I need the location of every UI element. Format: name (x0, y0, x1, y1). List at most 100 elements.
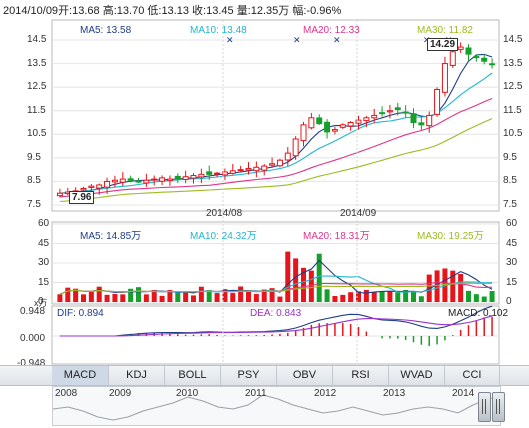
volume-bar (481, 296, 487, 302)
volume-bar (65, 287, 71, 302)
candle-body (174, 175, 181, 180)
candle-body (457, 46, 464, 50)
volume-bar (387, 291, 393, 302)
candle-body (331, 129, 338, 132)
open-label: 开: (58, 5, 73, 17)
tab-obv[interactable]: OBV (277, 366, 333, 385)
candle-body (316, 117, 323, 125)
year-2009: 2009 (109, 388, 132, 399)
volume-bar (104, 294, 110, 302)
tab-cci[interactable]: CCI (445, 366, 500, 385)
candle-body (379, 112, 386, 115)
volume-bar (167, 290, 173, 302)
vol-ma30-line (59, 282, 493, 295)
year-2014: 2014 (452, 388, 475, 399)
min-price-callout: 7.96 (69, 191, 95, 204)
candle-body (300, 124, 307, 142)
volume-bar (316, 253, 322, 302)
volume-bar (136, 287, 141, 302)
volume-bar (96, 286, 102, 302)
candle-body (56, 192, 63, 197)
tab-boll[interactable]: BOLL (165, 366, 221, 385)
volume-bar (466, 290, 471, 302)
volume-bar (222, 289, 228, 302)
volume-bar (175, 291, 181, 302)
indicator-tabbar: MACD KDJ BOLL PSY OBV RSI WVAD CCI (0, 365, 529, 386)
tab-wvad[interactable]: WVAD (389, 366, 445, 385)
volume-ma-lines (59, 259, 493, 295)
tab-kdj[interactable]: KDJ (109, 366, 165, 385)
volume-bar (57, 294, 63, 302)
volume-bar (73, 288, 79, 302)
tab-rsi[interactable]: RSI (333, 366, 389, 385)
candle-body (104, 180, 111, 188)
volume-bar (324, 289, 330, 302)
candle-body (135, 180, 142, 183)
candle-body (481, 57, 488, 62)
candle-body (276, 159, 283, 167)
tab-psy[interactable]: PSY (221, 366, 277, 385)
candle-body (284, 152, 291, 161)
high-label: 高: (102, 5, 117, 17)
ma10-label: MA10: 13.48 (190, 25, 247, 36)
volume-bar (363, 289, 369, 302)
dea-label: DEA: 0.843 (250, 308, 302, 319)
candle-body (245, 167, 252, 171)
volume-bar (418, 296, 424, 302)
candle-body (465, 47, 472, 55)
x-label-sep: 2014/09 (340, 208, 377, 219)
volume-bar (348, 292, 354, 302)
marker-x-1: ✕ (226, 35, 234, 45)
low-value: 13.13 (161, 5, 189, 17)
year-2010: 2010 (176, 388, 199, 399)
volume-bar (206, 290, 212, 302)
volume-bar (301, 267, 306, 302)
volume-bar (285, 251, 291, 302)
candle-body (473, 56, 480, 59)
vy-right-tick: 30 (506, 257, 518, 268)
kline-chart[interactable]: ✕ ✕ ✕ ✕ ✕ (0, 0, 529, 365)
volume-bar (356, 291, 361, 302)
volume-value: 12.35万 (250, 5, 290, 17)
price-panel-frame (51, 19, 500, 212)
vol-ma10-label: MA10: 24.32万 (190, 231, 257, 242)
range-handle-right[interactable] (492, 392, 505, 422)
candle-body (324, 121, 331, 133)
ma5-line (59, 53, 493, 194)
candle-body (198, 173, 205, 178)
dea-line (59, 315, 493, 337)
timeline-overview[interactable] (52, 386, 501, 426)
volume-bar (403, 290, 409, 302)
year-2013: 2013 (383, 388, 406, 399)
candle-body (386, 110, 393, 113)
volume-bar (81, 294, 86, 302)
macd-y-zero: 0.000 (20, 333, 46, 344)
candle-body (347, 122, 354, 127)
ma30-label: MA30: 11.82 (417, 25, 473, 36)
marker-x-3: ✕ (333, 35, 341, 45)
overview-sparkline (52, 394, 501, 421)
candle-body (410, 113, 417, 123)
candle-body (308, 117, 315, 129)
volume-bar (340, 294, 346, 302)
volume-bar (253, 294, 259, 302)
dif-label: DIF: 0.894 (57, 308, 104, 319)
candle-body (190, 175, 197, 179)
tab-macd[interactable]: MACD (52, 366, 109, 385)
macd-y-top: 0.948 (20, 306, 46, 317)
candle-body (88, 185, 95, 188)
change-label: 幅: (292, 5, 307, 17)
quote-summary: 2014/10/09开:13.68 高:13.70 低:13.13 收:13.4… (3, 2, 341, 18)
py-right-tick: 7.5 (503, 199, 517, 210)
volume-bar (88, 291, 94, 302)
volume-bar (371, 292, 377, 302)
candle-body (292, 138, 299, 157)
candle-body (237, 169, 244, 172)
close-label: 收: (192, 5, 207, 17)
volume-bar (159, 295, 165, 302)
vy-left-tick: 45 (38, 237, 50, 249)
candle-body (229, 170, 236, 174)
py-right-tick: 12.5 (503, 81, 523, 93)
volume-bar (411, 291, 416, 302)
range-handle-left[interactable] (478, 392, 491, 422)
